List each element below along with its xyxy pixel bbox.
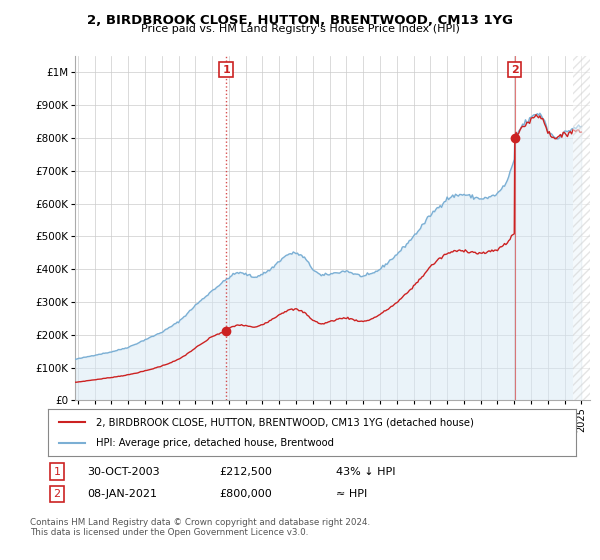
Text: Contains HM Land Registry data © Crown copyright and database right 2024.
This d: Contains HM Land Registry data © Crown c… [30,518,370,538]
Text: £212,500: £212,500 [219,466,272,477]
Text: 30-OCT-2003: 30-OCT-2003 [87,466,160,477]
Text: 2, BIRDBROOK CLOSE, HUTTON, BRENTWOOD, CM13 1YG (detached house): 2, BIRDBROOK CLOSE, HUTTON, BRENTWOOD, C… [95,417,473,427]
Text: 1: 1 [222,64,230,74]
Text: 2: 2 [53,489,61,499]
Text: 08-JAN-2021: 08-JAN-2021 [87,489,157,499]
Text: 1: 1 [53,466,61,477]
Text: HPI: Average price, detached house, Brentwood: HPI: Average price, detached house, Bren… [95,438,334,448]
Text: Price paid vs. HM Land Registry's House Price Index (HPI): Price paid vs. HM Land Registry's House … [140,24,460,34]
Text: 43% ↓ HPI: 43% ↓ HPI [336,466,395,477]
Text: £800,000: £800,000 [219,489,272,499]
Text: ≈ HPI: ≈ HPI [336,489,367,499]
Text: 2: 2 [511,64,518,74]
Text: 2, BIRDBROOK CLOSE, HUTTON, BRENTWOOD, CM13 1YG: 2, BIRDBROOK CLOSE, HUTTON, BRENTWOOD, C… [87,14,513,27]
